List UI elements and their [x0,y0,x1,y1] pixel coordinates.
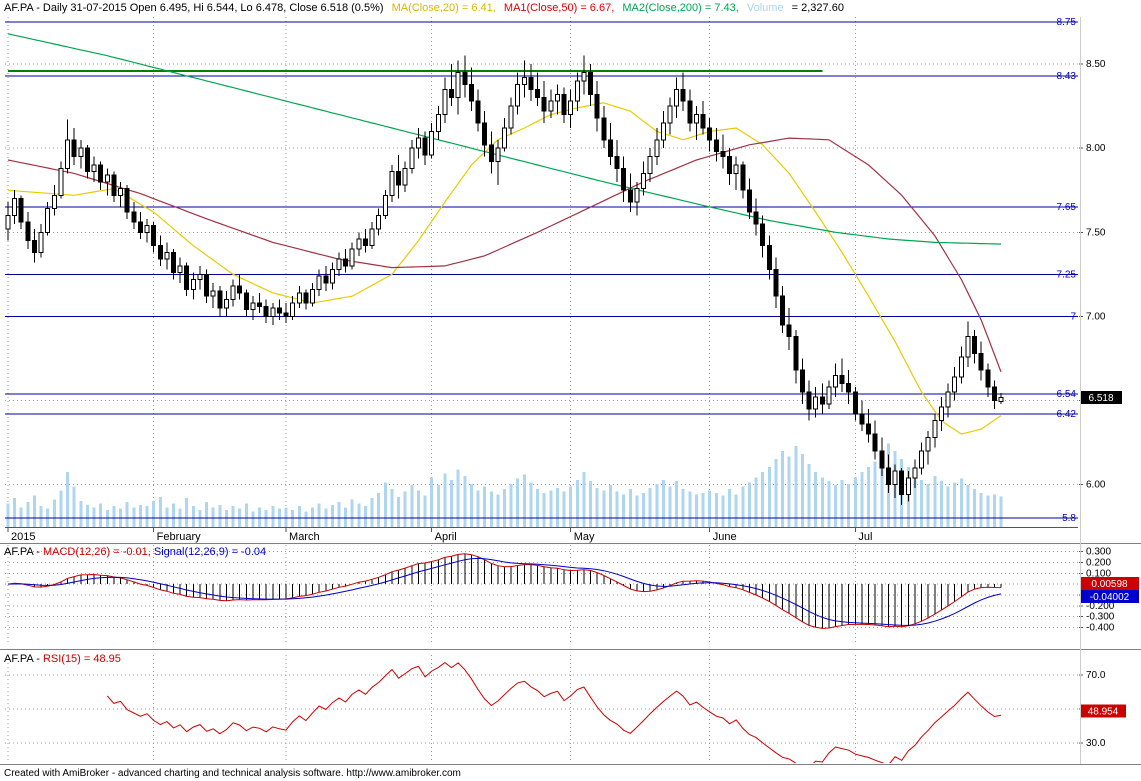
hline-value-label: 8.75 [1057,17,1077,28]
hline-value-label: 7.65 [1057,202,1077,213]
panel-dividers [0,17,1141,765]
title-volume-value: = 2,327.60 [791,2,844,14]
y-axis-tick-label: 7.00 [1086,311,1106,322]
title-volume-label: Volume [746,2,784,14]
title-ma50-value: MA1(Close,50) = 6.67, [503,2,615,14]
moving-average-lines [7,33,1002,435]
macd-title-symbol: AF.PA - [4,546,40,558]
rsi-title-value: RSI(15) = 48.95 [42,653,121,665]
support-resistance-lines: 8.75 8.43 7.65 7.25 7 6.54 6.42 5.8 [5,17,1078,524]
macd-value-box: 0.00598 [1080,576,1139,590]
x-axis-month-label: 2015 [11,531,35,543]
y-axis-tick-label: 30.0 [1086,738,1106,749]
signal-value-box: -0.04002 [1080,589,1139,603]
hline-value-label: 5.8 [1062,513,1076,524]
svg-text:-0.04002: -0.04002 [1090,592,1130,603]
y-axis-tick-label: 0.200 [1086,557,1111,568]
macd-title-signal-value: Signal(12,26,9) = -0.04 [153,546,267,558]
macd-panel-title: AF.PA - MACD(12,26) = -0.01, Signal(12,2… [4,546,266,558]
title-ma20-value: MA(Close,20) = 6.41, [391,2,496,14]
title-ma200-value: MA2(Close,200) = 7.43, [622,2,739,14]
hline-value-label: 7.25 [1057,269,1077,280]
x-axis-month-label: Jul [858,531,872,543]
y-axis-tick-label: 8.00 [1086,143,1106,154]
svg-text:0.00598: 0.00598 [1091,579,1128,590]
candlesticks [5,55,1004,505]
rsi-plot [106,661,1002,763]
svg-text:6.518: 6.518 [1088,393,1113,404]
y-axis-tick-label: 8.50 [1086,59,1106,70]
hline-value-label: 6.42 [1057,409,1077,420]
rsi-title-symbol: AF.PA - [4,653,40,665]
y-axis-tick-label: 7.50 [1086,227,1106,238]
y-axis-tick-label: 0.100 [1086,568,1111,579]
rsi-value-box: 48.954 [1080,704,1126,718]
y-axis-labels: 8.508.007.507.006.506.000.3000.2000.100-… [1079,59,1115,749]
y-axis-tick-label: -0.400 [1086,623,1115,634]
hline-value-label: 6.54 [1057,389,1077,400]
svg-text:48.954: 48.954 [1088,706,1119,717]
y-axis-tick-label: 0.300 [1086,547,1111,558]
x-axis: 2015 February March April May June Jul [5,527,1078,543]
y-axis-tick-label: 70.0 [1086,670,1106,681]
y-axis-tick-label: -0.200 [1086,601,1115,612]
macd-plot [7,553,1002,629]
title-ohlc-text: AF.PA - Daily 31-07-2015 Open 6.495, Hi … [4,2,384,14]
x-axis-month-label: June [713,531,737,543]
volume-bars [6,443,1003,527]
amibroker-credit-text: Created with AmiBroker - advanced charti… [4,768,461,779]
x-axis-month-label: February [157,531,202,543]
macd-title-macd-value: MACD(12,26) = -0.01, [42,546,151,558]
y-axis-tick-label: -0.300 [1086,612,1115,623]
grid-lines [5,17,1078,763]
hline-value-label: 7 [1070,311,1076,322]
x-axis-month-label: March [289,531,320,543]
last-price-box: 6.518 [1080,390,1122,404]
rsi-panel-title: AF.PA - RSI(15) = 48.95 [4,653,121,665]
hline-value-label: 8.43 [1057,71,1077,82]
x-axis-month-label: May [574,531,595,543]
price-panel-title: AF.PA - Daily 31-07-2015 Open 6.495, Hi … [4,2,849,14]
y-axis-tick-label: 6.00 [1086,480,1106,491]
x-axis-month-label: April [435,531,457,543]
